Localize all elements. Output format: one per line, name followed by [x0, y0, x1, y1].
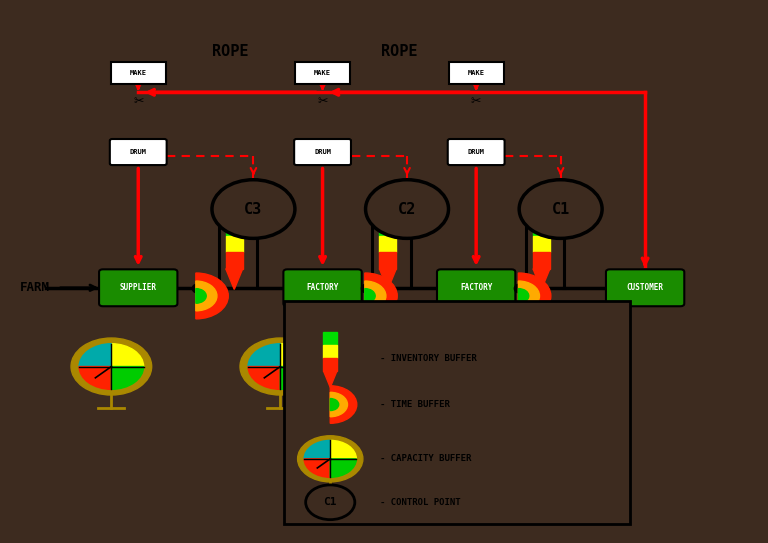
Text: MAKE: MAKE	[130, 70, 147, 77]
Bar	[533, 252, 550, 269]
FancyBboxPatch shape	[449, 62, 504, 84]
Text: - CAPACITY BUFFER: - CAPACITY BUFFER	[380, 454, 472, 463]
Text: SUPPLIER: SUPPLIER	[120, 283, 157, 292]
Bar	[323, 358, 337, 371]
Polygon shape	[323, 371, 337, 387]
Wedge shape	[111, 344, 144, 367]
Circle shape	[71, 338, 152, 395]
Bar	[533, 236, 550, 252]
Bar	[323, 332, 337, 345]
Text: ROPE: ROPE	[381, 44, 418, 59]
Text: FARM: FARM	[19, 281, 50, 294]
Polygon shape	[379, 269, 396, 289]
Bar	[379, 236, 396, 252]
Wedge shape	[280, 367, 313, 389]
Polygon shape	[533, 269, 550, 289]
Text: - INVENTORY BUFFER: - INVENTORY BUFFER	[380, 354, 477, 363]
Bar	[226, 236, 243, 252]
Wedge shape	[79, 367, 111, 389]
Text: DRUM: DRUM	[130, 149, 147, 155]
Text: C1: C1	[323, 497, 337, 507]
Text: ✂: ✂	[471, 95, 482, 108]
Circle shape	[240, 338, 321, 395]
Bar	[379, 252, 396, 269]
Wedge shape	[518, 281, 539, 311]
Wedge shape	[196, 281, 217, 311]
Text: FACTORY: FACTORY	[306, 283, 339, 292]
Circle shape	[306, 485, 355, 520]
Bar	[226, 252, 243, 269]
Wedge shape	[419, 344, 451, 367]
Wedge shape	[196, 273, 228, 319]
FancyBboxPatch shape	[111, 62, 166, 84]
Bar	[226, 220, 243, 236]
Text: FACTORY: FACTORY	[460, 283, 492, 292]
Wedge shape	[386, 367, 419, 389]
Text: C2: C2	[398, 201, 416, 217]
Wedge shape	[365, 273, 397, 319]
FancyBboxPatch shape	[295, 62, 350, 84]
Wedge shape	[518, 273, 551, 319]
Bar	[379, 220, 396, 236]
Text: DRUM: DRUM	[314, 149, 331, 155]
FancyBboxPatch shape	[294, 139, 351, 165]
Circle shape	[366, 180, 449, 238]
Wedge shape	[248, 344, 280, 367]
Wedge shape	[248, 367, 280, 389]
Text: ✂: ✂	[133, 95, 144, 108]
Text: C3: C3	[244, 201, 263, 217]
FancyBboxPatch shape	[99, 269, 177, 306]
Wedge shape	[419, 367, 451, 389]
Circle shape	[379, 338, 459, 395]
Bar	[323, 345, 337, 358]
Wedge shape	[79, 344, 111, 367]
Text: - CONTROL POINT: - CONTROL POINT	[380, 498, 461, 507]
Wedge shape	[518, 288, 529, 304]
Wedge shape	[330, 459, 356, 477]
Wedge shape	[304, 459, 330, 477]
Wedge shape	[365, 288, 376, 304]
Text: C1: C1	[551, 201, 570, 217]
Wedge shape	[330, 386, 357, 424]
FancyBboxPatch shape	[448, 139, 505, 165]
Wedge shape	[280, 344, 313, 367]
Polygon shape	[226, 269, 243, 289]
Wedge shape	[330, 440, 356, 459]
Text: MAKE: MAKE	[468, 70, 485, 77]
FancyBboxPatch shape	[110, 139, 167, 165]
Wedge shape	[111, 367, 144, 389]
Circle shape	[212, 180, 295, 238]
Wedge shape	[365, 281, 386, 311]
Wedge shape	[386, 344, 419, 367]
Text: ✂: ✂	[317, 95, 328, 108]
Text: CUSTOMER: CUSTOMER	[627, 283, 664, 292]
Text: MAKE: MAKE	[314, 70, 331, 77]
Text: DRUM: DRUM	[468, 149, 485, 155]
Wedge shape	[330, 393, 347, 416]
Wedge shape	[330, 399, 339, 411]
Bar	[533, 220, 550, 236]
Circle shape	[519, 180, 602, 238]
Text: ROPE: ROPE	[212, 44, 249, 59]
FancyBboxPatch shape	[437, 269, 515, 306]
Wedge shape	[196, 288, 207, 304]
FancyBboxPatch shape	[606, 269, 684, 306]
Circle shape	[298, 435, 362, 482]
Wedge shape	[304, 440, 330, 459]
Text: - TIME BUFFER: - TIME BUFFER	[380, 400, 450, 409]
FancyBboxPatch shape	[284, 301, 630, 524]
FancyBboxPatch shape	[283, 269, 362, 306]
